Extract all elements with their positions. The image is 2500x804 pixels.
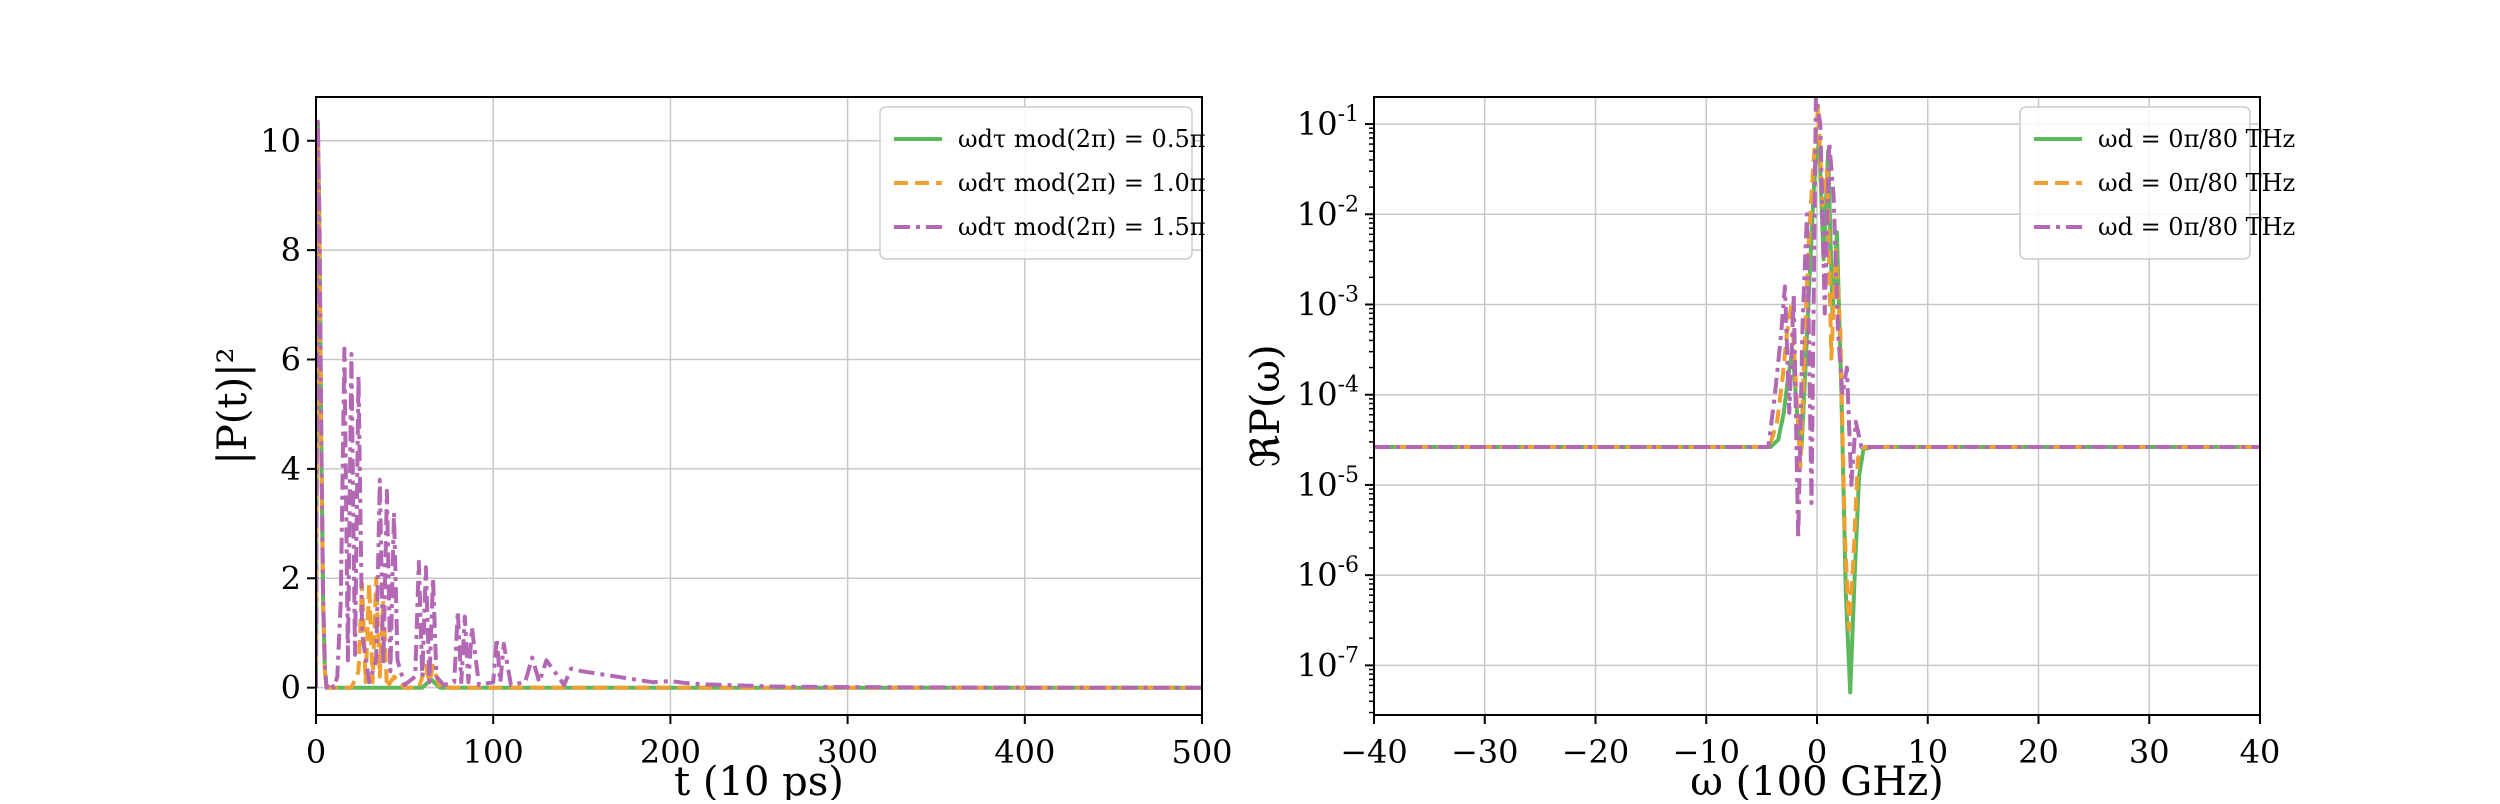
x-tick-label: −30 [1451, 733, 1519, 771]
legend-label-1: ωdτ mod(2π) = 1.0π [958, 169, 1206, 197]
series-group [316, 119, 1202, 690]
legend-label-0: ωd = 0π/80 THz [2098, 125, 2295, 153]
legend-box [2019, 106, 2251, 260]
legend-box [879, 106, 1193, 260]
legend-label-2: ωdτ mod(2π) = 1.5π [958, 213, 1206, 241]
y-tick-label: 2 [281, 559, 301, 597]
axes-frame [315, 96, 1203, 716]
y-axis-label: |P(t)|² [210, 347, 256, 464]
y-tick-label: 10-3 [1297, 283, 1359, 324]
x-tick-label: −20 [1562, 733, 1630, 771]
legend: ωdτ mod(2π) = 0.5π ωdτ mod(2π) = 1.0π ωdτ … [879, 106, 1206, 260]
legend-label-2: ωd = 0π/80 THz [2098, 213, 2295, 241]
y-tick-label: 10-7 [1297, 643, 1359, 684]
y-tick-label: 10-2 [1297, 192, 1359, 233]
series-group [1374, 97, 2260, 695]
y-tick-label: 8 [281, 231, 301, 269]
x-tick-label: −10 [1672, 733, 1740, 771]
y-tick-label: 6 [281, 341, 301, 379]
x-tick-label: 400 [994, 733, 1055, 771]
x-tick-label: 100 [463, 733, 524, 771]
chart-left: 0 100 200 300 400 500 0 2 4 6 8 10 t (10 ps) |P(t)|² ω… [210, 96, 1233, 804]
x-tick-label: 0 [306, 733, 326, 771]
x-axis-label: ω (100 GHz) [1690, 759, 1944, 800]
x-tick-label: 10 [1907, 733, 1948, 771]
y-tick-label: 10-5 [1297, 463, 1359, 504]
y-tick-label: 0 [281, 669, 301, 707]
x-tick-label: 200 [640, 733, 701, 771]
legend-label-0: ωdτ mod(2π) = 0.5π [958, 125, 1206, 153]
x-tick-label: 500 [1171, 733, 1232, 771]
x-tick-label: 20 [2018, 733, 2059, 771]
series-line-2 [316, 119, 1202, 690]
x-tick-label: 300 [817, 733, 878, 771]
legend-label-1: ωd = 0π/80 THz [2098, 169, 2295, 197]
x-tick-label: −40 [1340, 733, 1408, 771]
y-tick-label: 4 [281, 450, 301, 488]
x-tick-label: 40 [2240, 733, 2281, 771]
x-tick-label: 30 [2129, 733, 2170, 771]
series-line-2 [1374, 97, 2260, 542]
y-axis-label: ℜP(ω) [1243, 344, 1289, 467]
x-tick-label: 0 [1807, 733, 1827, 771]
y-tick-label: 10-4 [1297, 373, 1359, 414]
series-line-1 [316, 127, 1202, 690]
chart-right: −40 −30 −20 −10 0 10 20 30 40 10-7 10-6 10-5 10-4 10-… [1243, 96, 2295, 804]
x-axis-label: t (10 ps) [674, 759, 844, 800]
y-tick-label: 10 [260, 122, 301, 160]
legend: ωd = 0π/80 THz ωd = 0π/80 THz ωd = 0π/80 T… [2019, 106, 2295, 260]
y-tick-label: 10-6 [1297, 553, 1359, 594]
y-tick-label: 10-1 [1297, 102, 1359, 143]
